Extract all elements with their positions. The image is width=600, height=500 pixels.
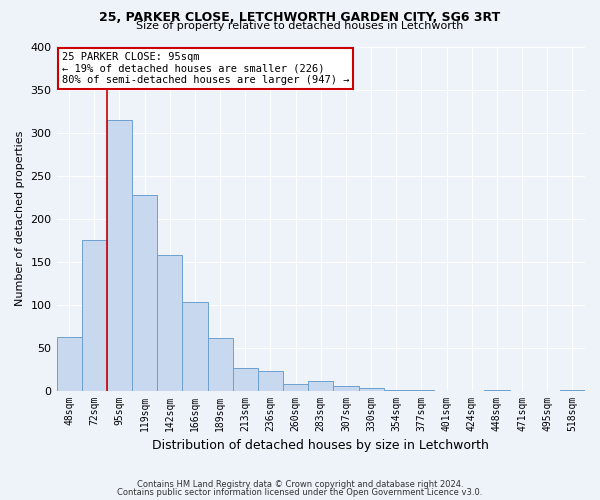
Bar [132,194,157,391]
Y-axis label: Number of detached properties: Number of detached properties [15,131,25,306]
Text: Size of property relative to detached houses in Letchworth: Size of property relative to detached ho… [136,21,464,31]
Bar [82,240,107,391]
Bar [283,384,308,391]
Bar [383,390,409,391]
Bar [107,120,132,391]
Bar [308,380,334,391]
Bar [233,368,258,391]
Text: Contains HM Land Registry data © Crown copyright and database right 2024.: Contains HM Land Registry data © Crown c… [137,480,463,489]
Text: Contains public sector information licensed under the Open Government Licence v3: Contains public sector information licen… [118,488,482,497]
Bar [359,388,383,391]
Bar [334,386,359,391]
Bar [258,371,283,391]
Bar [560,390,585,391]
Bar [484,390,509,391]
X-axis label: Distribution of detached houses by size in Letchworth: Distribution of detached houses by size … [152,440,489,452]
Bar [182,302,208,391]
Bar [409,390,434,391]
Text: 25, PARKER CLOSE, LETCHWORTH GARDEN CITY, SG6 3RT: 25, PARKER CLOSE, LETCHWORTH GARDEN CITY… [100,11,500,24]
Bar [157,255,182,391]
Text: 25 PARKER CLOSE: 95sqm
← 19% of detached houses are smaller (226)
80% of semi-de: 25 PARKER CLOSE: 95sqm ← 19% of detached… [62,52,349,85]
Bar [56,337,82,391]
Bar [208,338,233,391]
